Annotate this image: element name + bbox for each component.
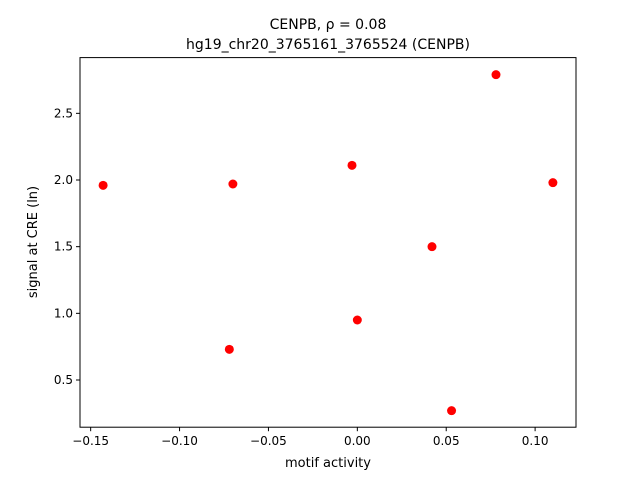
- x-tick-label: −0.05: [250, 434, 287, 448]
- x-tick-label: 0.10: [522, 434, 549, 448]
- chart-title: CENPB, ρ = 0.08: [270, 17, 387, 33]
- plot-frame: [79, 57, 577, 428]
- point: [347, 160, 357, 170]
- point: [427, 242, 437, 252]
- x-tick-label: 0.00: [344, 434, 371, 448]
- y-tick-label: 1.5: [54, 240, 73, 254]
- x-axis-label: motif activity: [285, 456, 371, 471]
- point: [491, 70, 501, 80]
- point: [98, 180, 108, 190]
- point: [352, 315, 362, 325]
- y-tick-label: 2.0: [54, 173, 73, 187]
- y-axis-label: signal at CRE (ln): [26, 186, 41, 298]
- point: [224, 344, 234, 354]
- point: [447, 406, 457, 416]
- x-tick-label: −0.10: [161, 434, 198, 448]
- y-tick-label: 2.5: [54, 106, 73, 120]
- point: [548, 178, 558, 188]
- point: [228, 179, 238, 189]
- y-tick-label: 1.0: [54, 306, 73, 320]
- x-tick-label: 0.05: [433, 434, 460, 448]
- chart-subtitle: hg19_chr20_3765161_3765524 (CENPB): [186, 37, 470, 53]
- x-tick-label: −0.15: [72, 434, 109, 448]
- y-tick-label: 0.5: [54, 373, 73, 387]
